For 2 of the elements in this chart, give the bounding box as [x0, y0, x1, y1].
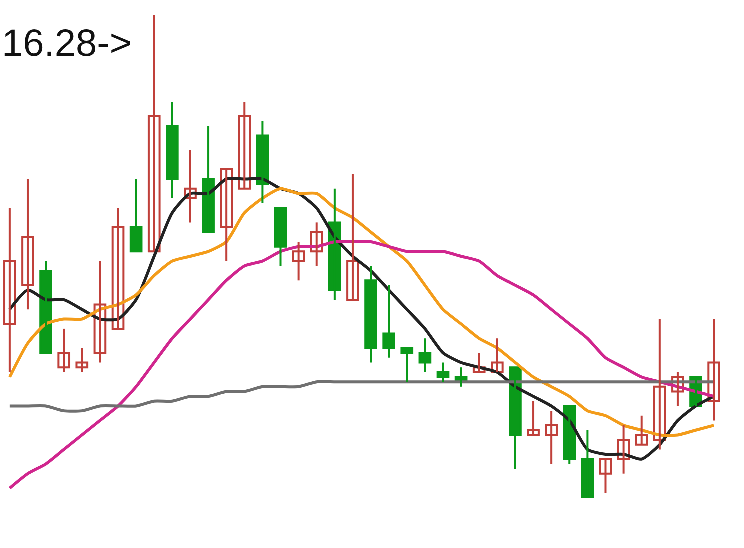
- annotation: 16.28->: [2, 23, 132, 65]
- candlestick: [635, 414, 648, 446]
